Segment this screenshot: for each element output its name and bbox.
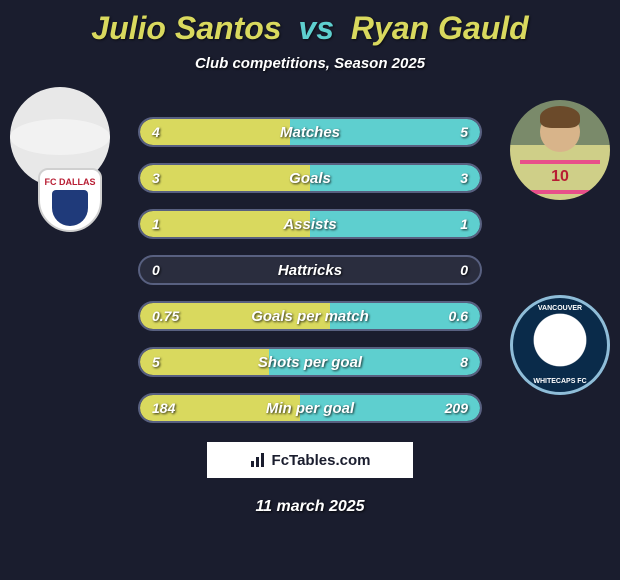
- site-name: FcTables.com: [272, 452, 371, 469]
- stat-row: 00Hattricks: [138, 255, 482, 285]
- stat-row: 0.750.6Goals per match: [138, 301, 482, 331]
- player1-silhouette: [10, 119, 110, 155]
- stat-row: 33Goals: [138, 163, 482, 193]
- stat-label: Min per goal: [140, 400, 480, 417]
- player2-photo: [510, 100, 610, 200]
- fc-dallas-shield: FC DALLAS: [38, 168, 102, 232]
- player2-club-bot: WHITECAPS FC: [510, 378, 610, 385]
- fc-dallas-crest: [52, 190, 88, 226]
- stat-label: Hattricks: [140, 262, 480, 279]
- stat-label: Matches: [140, 124, 480, 141]
- player1-club-name: FC DALLAS: [45, 178, 96, 188]
- stat-row: 11Assists: [138, 209, 482, 239]
- stat-bars: 45Matches 33Goals 11Assists 00Hattricks 0.75…: [138, 117, 482, 439]
- player2-club-top: VANCOUVER: [510, 305, 610, 312]
- chart-icon: [250, 452, 266, 468]
- site-badge: FcTables.com: [205, 440, 415, 480]
- stat-label: Goals: [140, 170, 480, 187]
- stat-row: 45Matches: [138, 117, 482, 147]
- player2-club-badge: VANCOUVER WHITECAPS FC: [510, 295, 610, 395]
- footer-date: 11 march 2025: [0, 498, 620, 516]
- subtitle: Club competitions, Season 2025: [0, 55, 620, 72]
- stat-row: 58Shots per goal: [138, 347, 482, 377]
- player2-avatar: [510, 100, 610, 200]
- vs-label: vs: [298, 10, 334, 46]
- player2-name: Ryan Gauld: [351, 10, 529, 46]
- player1-club-badge: FC DALLAS: [20, 165, 120, 235]
- stat-label: Assists: [140, 216, 480, 233]
- player1-name: Julio Santos: [91, 10, 281, 46]
- comparison-title: Julio Santos vs Ryan Gauld: [0, 0, 620, 47]
- stat-label: Shots per goal: [140, 354, 480, 371]
- comparison-stage: FC DALLAS VANCOUVER WHITECAPS FC 45Match…: [0, 105, 620, 445]
- stat-row: 184209Min per goal: [138, 393, 482, 423]
- stat-label: Goals per match: [140, 308, 480, 325]
